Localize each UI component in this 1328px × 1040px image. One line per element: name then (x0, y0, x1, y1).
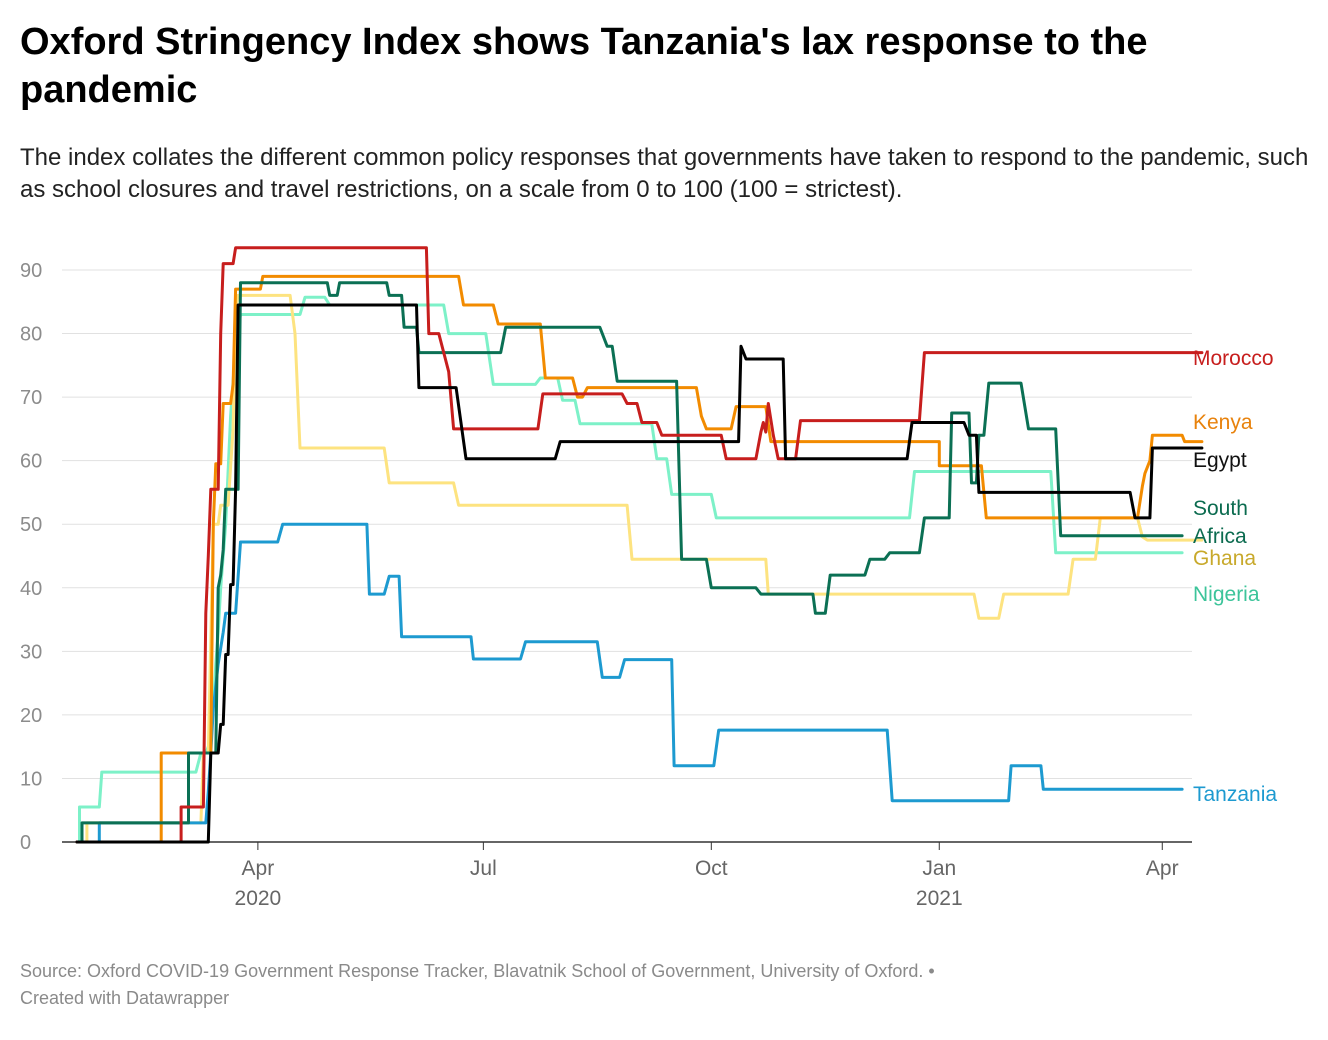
series-label-south-africa: Africa (1193, 525, 1247, 548)
series-label-ghana: Ghana (1193, 547, 1256, 570)
y-tick-label: 10 (20, 768, 42, 790)
x-tick-year-label: 2021 (916, 887, 963, 910)
series-line-nigeria (75, 295, 1184, 844)
series-label-kenya: Kenya (1193, 411, 1253, 434)
series-line-ghana (75, 293, 1204, 844)
series-line-kenya (75, 274, 1204, 844)
y-tick-label: 50 (20, 514, 42, 536)
series-label-egypt: Egypt (1193, 449, 1247, 472)
series-layer (75, 246, 1204, 844)
y-tick-label: 40 (20, 578, 42, 600)
axis-layer: 0 10 20 30 40 50 60 70 80 90 Apr 2020 Jul Oct Jan 2021 A… (20, 260, 1179, 910)
y-tick-label: 0 (20, 832, 31, 854)
chart-footer: Source: Oxford COVID-19 Government Respo… (20, 958, 1310, 1012)
x-tick-label: Jan (922, 857, 956, 880)
x-tick-label: Oct (695, 857, 728, 880)
y-tick-label: 90 (20, 260, 42, 282)
source-note: Source: Oxford COVID-19 Government Respo… (20, 961, 935, 981)
series-label-tanzania: Tanzania (1193, 783, 1277, 806)
x-tick-label: Jul (470, 857, 497, 880)
chart-title: Oxford Stringency Index shows Tanzania's… (20, 21, 1148, 111)
grid-layer (62, 269, 1192, 843)
y-tick-label: 80 (20, 324, 42, 346)
x-tick-label: Apr (242, 857, 275, 880)
x-tick-label: Apr (1146, 857, 1179, 880)
series-label-morocco: Morocco (1193, 347, 1274, 370)
y-tick-label: 20 (20, 705, 42, 727)
x-tick-year-label: 2020 (235, 887, 282, 910)
y-tick-label: 60 (20, 451, 42, 473)
y-tick-label: 30 (20, 641, 42, 663)
series-line-south-africa (75, 281, 1184, 844)
series-label-south-africa: South (1193, 497, 1248, 520)
line-chart: 0 10 20 30 40 50 60 70 80 90 Apr 2020 Jul Oct Jan 2021 A… (20, 246, 1277, 910)
chart-subtitle: The index collates the different common … (20, 144, 1309, 203)
y-tick-label: 70 (20, 387, 42, 409)
series-label-nigeria: Nigeria (1193, 583, 1260, 606)
datawrapper-credit: Created with Datawrapper (20, 988, 230, 1008)
series-line-tanzania (75, 522, 1184, 844)
series-line-egypt (75, 303, 1204, 844)
series-line-morocco (75, 246, 1204, 844)
